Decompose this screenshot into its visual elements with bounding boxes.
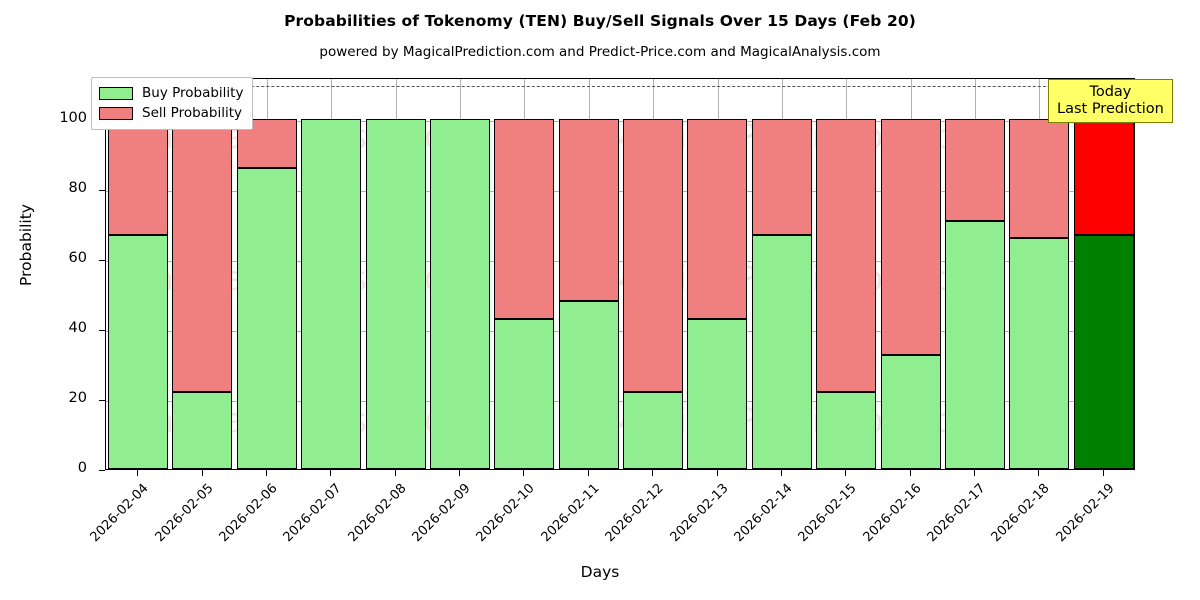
bar-segment-sell: [559, 119, 619, 301]
bar-2026-02-06: [237, 79, 297, 469]
x-tick-mark: [910, 470, 911, 476]
bar-segment-sell: [816, 119, 876, 392]
last-prediction-label: Last Prediction: [1057, 100, 1164, 117]
bar-segment-sell: [623, 119, 683, 392]
plot-area: MagicalAnalysis.comMagicalPrediction.com…: [105, 78, 1136, 470]
x-tick-mark: [1038, 470, 1039, 476]
gridline-h: [106, 191, 1134, 192]
bar-2026-02-08: [366, 79, 426, 469]
legend-label-sell: Sell Probability: [142, 105, 243, 121]
y-tick-label: 60: [68, 250, 87, 266]
bar-segment-buy: [1009, 238, 1069, 469]
y-tick-mark: [99, 330, 105, 331]
bar-2026-02-10: [494, 79, 554, 469]
bar-segment-buy: [687, 318, 747, 469]
bar-segment-buy: [366, 119, 426, 469]
bar-2026-02-05: [172, 79, 232, 469]
bar-segment-buy: [816, 392, 876, 469]
bar-segment-buy: [623, 392, 683, 469]
bar-2026-02-04: [108, 79, 168, 469]
bar-segment-buy: [237, 168, 297, 469]
today-annotation-box: Today Last Prediction: [1048, 79, 1173, 124]
bar-segment-sell: [108, 119, 168, 235]
bar-2026-02-07: [301, 79, 361, 469]
y-tick-mark: [99, 260, 105, 261]
chart-legend: Buy Probability Sell Probability: [91, 77, 254, 130]
x-tick-mark: [395, 470, 396, 476]
chart-title: Probabilities of Tokenomy (TEN) Buy/Sell…: [284, 12, 916, 30]
legend-item-buy: Buy Probability: [99, 83, 243, 103]
x-tick-mark: [459, 470, 460, 476]
bar-segment-buy: [172, 392, 232, 469]
x-tick-mark: [523, 470, 524, 476]
bar-segment-buy: [108, 234, 168, 469]
gridline-h: [106, 331, 1134, 332]
threshold-line: [106, 86, 1136, 87]
bar-2026-02-12: [623, 79, 683, 469]
chart-subtitle: powered by MagicalPrediction.com and Pre…: [319, 44, 881, 60]
bar-2026-02-16: [881, 79, 941, 469]
bar-segment-sell: [494, 119, 554, 319]
bar-2026-02-13: [687, 79, 747, 469]
bar-segment-sell: [1009, 119, 1069, 238]
gridline-h: [106, 261, 1134, 262]
gridline-h: [106, 121, 1134, 122]
y-tick-label: 80: [68, 180, 87, 196]
bar-segment-buy: [945, 220, 1005, 469]
x-tick-mark: [137, 470, 138, 476]
bar-2026-02-14: [752, 79, 812, 469]
x-axis-label: Days: [580, 563, 620, 581]
bar-2026-02-15: [816, 79, 876, 469]
x-tick-mark: [652, 470, 653, 476]
y-tick-mark: [99, 190, 105, 191]
y-tick-label: 40: [68, 320, 87, 336]
bar-segment-buy: [752, 234, 812, 469]
bar-segment-sell: [945, 119, 1005, 221]
bar-segment-sell: [752, 119, 812, 235]
gridline-h: [106, 401, 1134, 402]
bar-segment-buy: [494, 318, 554, 469]
x-tick-mark: [330, 470, 331, 476]
bar-segment-buy: [881, 355, 941, 469]
today-label: Today: [1089, 84, 1132, 100]
x-tick-mark: [781, 470, 782, 476]
y-tick-mark: [99, 470, 105, 471]
legend-label-buy: Buy Probability: [142, 85, 244, 101]
bar-segment-sell: [1074, 119, 1134, 235]
legend-swatch-sell-icon: [99, 106, 133, 120]
bar-segment-buy: [430, 119, 490, 469]
x-tick-mark: [202, 470, 203, 476]
x-tick-mark: [974, 470, 975, 476]
x-tick-mark: [266, 470, 267, 476]
bar-segment-sell: [881, 119, 941, 356]
bar-2026-02-17: [945, 79, 1005, 469]
bar-segment-sell: [687, 119, 747, 319]
y-tick-label: 100: [59, 110, 87, 126]
bar-2026-02-09: [430, 79, 490, 469]
y-axis-label: Probability: [17, 204, 35, 286]
bar-segment-sell: [172, 119, 232, 392]
x-tick-mark: [717, 470, 718, 476]
plot-inner: MagicalAnalysis.comMagicalPrediction.com…: [106, 79, 1134, 469]
x-tick-mark: [845, 470, 846, 476]
x-tick-mark: [588, 470, 589, 476]
bar-segment-buy: [301, 119, 361, 469]
bar-2026-02-19: [1074, 79, 1134, 469]
x-tick-mark: [1103, 470, 1104, 476]
y-tick-mark: [99, 400, 105, 401]
bar-2026-02-11: [559, 79, 619, 469]
bar-segment-buy: [1074, 234, 1134, 469]
y-tick-label: 0: [77, 460, 87, 476]
legend-item-sell: Sell Probability: [99, 103, 243, 123]
bar-segment-buy: [559, 301, 619, 469]
bar-2026-02-18: [1009, 79, 1069, 469]
legend-swatch-buy-icon: [99, 86, 133, 100]
y-tick-label: 20: [68, 390, 87, 406]
